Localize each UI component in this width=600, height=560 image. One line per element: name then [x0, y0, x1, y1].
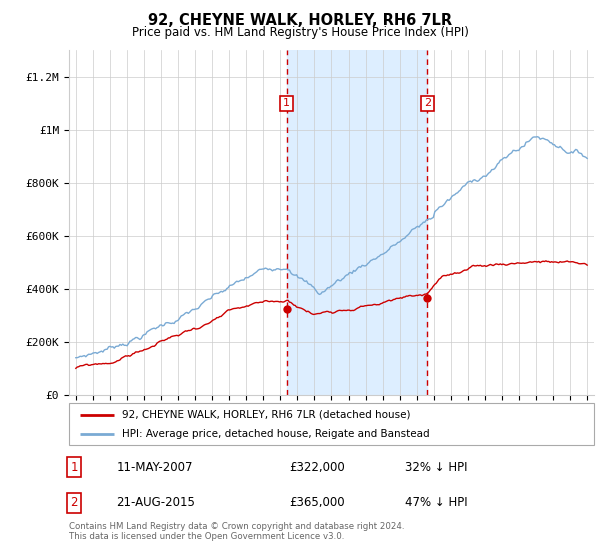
Text: £365,000: £365,000 — [290, 496, 345, 509]
Text: 92, CHEYNE WALK, HORLEY, RH6 7LR: 92, CHEYNE WALK, HORLEY, RH6 7LR — [148, 13, 452, 28]
Text: 47% ↓ HPI: 47% ↓ HPI — [405, 496, 467, 509]
Bar — [287, 50, 427, 395]
Text: 92, CHEYNE WALK, HORLEY, RH6 7LR (detached house): 92, CHEYNE WALK, HORLEY, RH6 7LR (detach… — [121, 409, 410, 419]
Text: 2: 2 — [424, 99, 431, 109]
Text: 32% ↓ HPI: 32% ↓ HPI — [405, 461, 467, 474]
Text: 1: 1 — [71, 461, 78, 474]
Text: £322,000: £322,000 — [290, 461, 345, 474]
FancyBboxPatch shape — [69, 403, 594, 445]
Text: HPI: Average price, detached house, Reigate and Banstead: HPI: Average price, detached house, Reig… — [121, 429, 429, 439]
Text: 2: 2 — [71, 496, 78, 509]
Text: 21-AUG-2015: 21-AUG-2015 — [116, 496, 195, 509]
Text: 1: 1 — [283, 99, 290, 109]
Text: Price paid vs. HM Land Registry's House Price Index (HPI): Price paid vs. HM Land Registry's House … — [131, 26, 469, 39]
Text: Contains HM Land Registry data © Crown copyright and database right 2024.
This d: Contains HM Land Registry data © Crown c… — [69, 522, 404, 542]
Text: 11-MAY-2007: 11-MAY-2007 — [116, 461, 193, 474]
